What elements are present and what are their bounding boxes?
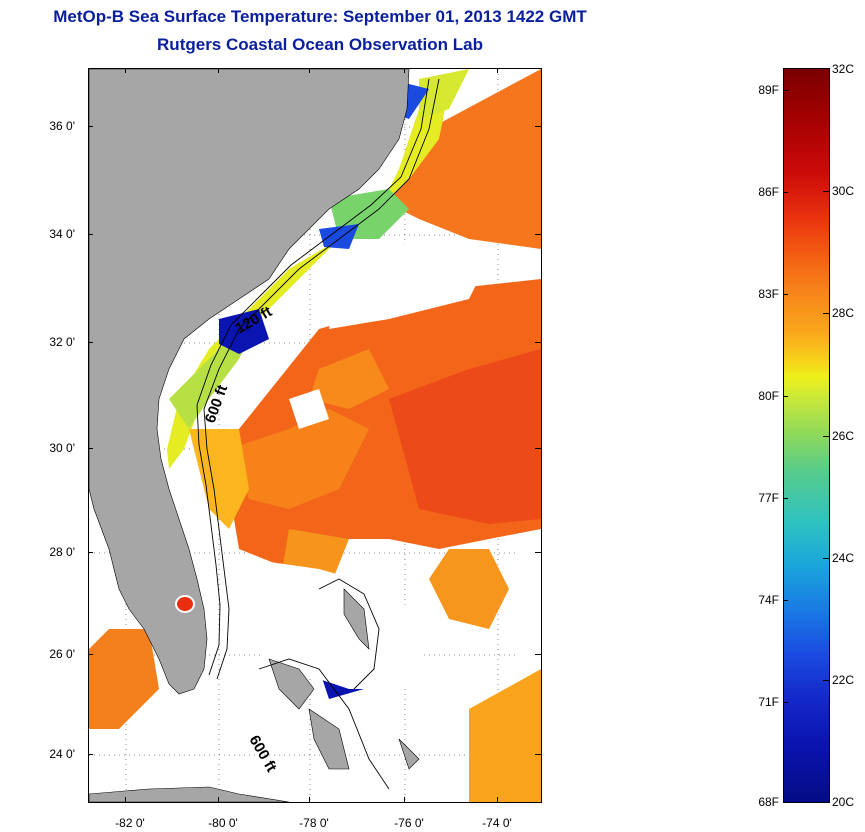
colorbar-label-74f: 74F (758, 593, 779, 607)
temperature-colorbar (783, 68, 830, 803)
colorbar-label-68f: 68F (758, 795, 779, 809)
land-bahamas (268, 588, 420, 770)
map-subtitle: Rutgers Coastal Ocean Observation Lab (157, 35, 483, 54)
colorbar-label-32c: 32C (832, 62, 855, 76)
colorbar-label-30c: 30C (832, 184, 855, 198)
colorbar-label-71f: 71F (758, 695, 779, 709)
colorbar-label-89f: 89F (758, 83, 779, 97)
colorbar-label-86f: 86F (758, 185, 779, 199)
lon-label-74: -74 0' (482, 816, 512, 830)
lat-label-24: 24 0' (49, 747, 75, 761)
colorbar-label-22c: 22C (832, 673, 855, 687)
depth-contours (196, 78, 440, 790)
colorbar-label-28c: 28C (832, 306, 855, 320)
cloud-mask (229, 239, 541, 689)
lat-label-26: 26 0' (49, 647, 75, 661)
lon-label-80: -80 0' (208, 816, 238, 830)
colorbar-label-24c: 24C (832, 551, 855, 565)
colorbar-label-26c: 26C (832, 429, 855, 443)
lat-label-30: 30 0' (49, 441, 75, 455)
colorbar-label-20c: 20C (832, 795, 855, 809)
land-cuba (89, 786, 290, 802)
colorbar-label-80f: 80F (758, 389, 779, 403)
colorbar-label-83f: 83F (758, 287, 779, 301)
lat-label-36: 36 0' (49, 119, 75, 133)
lat-label-32: 32 0' (49, 335, 75, 349)
lat-label-28: 28 0' (49, 545, 75, 559)
sst-map-canvas: 120 ft 600 ft 600 ft (89, 69, 541, 802)
map-title: MetOp-B Sea Surface Temperature: Septemb… (53, 7, 587, 26)
contour-label-600ft-south: 600 ft (246, 733, 280, 775)
colorbar-label-77f: 77F (758, 491, 779, 505)
lon-label-78: -78 0' (299, 816, 329, 830)
sst-warm-water (89, 69, 541, 802)
lon-label-76: -76 0' (394, 816, 424, 830)
lat-label-34: 34 0' (49, 227, 75, 241)
sst-map: 120 ft 600 ft 600 ft (88, 68, 542, 803)
lon-label-82: -82 0' (115, 816, 145, 830)
land-southeast-us (89, 69, 410, 695)
lake-okeechobee (175, 595, 195, 613)
